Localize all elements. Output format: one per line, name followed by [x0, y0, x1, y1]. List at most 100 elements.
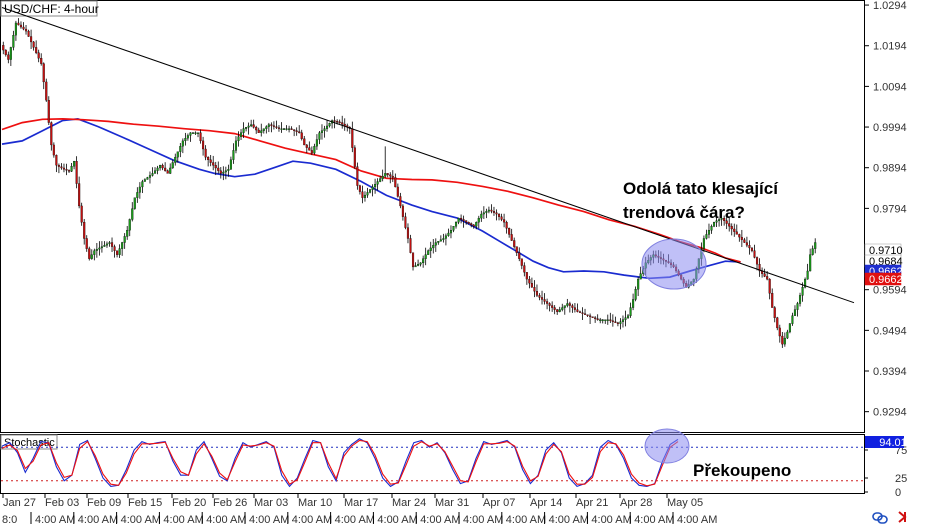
stochastic-line-2: [1, 439, 679, 487]
overbought-annotation: Překoupeno: [693, 461, 791, 480]
candle-body: [204, 148, 207, 158]
stochastic-tick-label: 25: [895, 473, 907, 485]
candle-body: [126, 230, 129, 237]
candle-body: [616, 322, 619, 324]
candle-body: [100, 246, 103, 249]
trend-question-annotation: Odolá tato klesající trendová čára?: [623, 179, 783, 222]
candle-body: [485, 211, 488, 213]
candle-body: [475, 222, 478, 227]
candle-body: [492, 211, 496, 213]
candle-body: [596, 318, 599, 320]
candle-body: [806, 270, 809, 280]
candle-body: [750, 247, 754, 251]
candle-body: [401, 205, 404, 217]
candle-body: [224, 170, 227, 173]
candle-body: [161, 165, 164, 169]
candle-body: [755, 257, 759, 265]
candle-body: [707, 230, 711, 235]
candle-body: [786, 331, 789, 339]
candle-body: [202, 140, 205, 150]
candle-body: [103, 245, 106, 247]
candle-body: [778, 327, 781, 337]
x-time-label: 4:00 AM: [121, 514, 161, 525]
candle-body: [24, 28, 28, 32]
moving-averages: [1, 118, 741, 280]
candle-body: [318, 132, 321, 140]
x-time-label: 4:00 AM: [591, 514, 631, 525]
candle-body: [310, 150, 313, 154]
candle-body: [558, 309, 561, 312]
candle-body: [116, 250, 119, 255]
candle-body: [710, 226, 713, 231]
scroll-right-icon[interactable]: [898, 511, 907, 523]
x-date-label: Feb 20: [172, 497, 206, 509]
candle-body: [374, 184, 377, 188]
candle-body: [257, 129, 260, 133]
candle-body: [604, 319, 607, 321]
candle-body: [781, 335, 784, 345]
x-date-label: Mar 31: [435, 497, 469, 509]
candle-body: [814, 242, 817, 249]
candle-body: [773, 307, 776, 318]
x-time-label: 4:00 AM: [549, 514, 589, 525]
candle-body: [624, 317, 627, 320]
candle-body: [634, 289, 637, 300]
candle-body: [267, 124, 270, 127]
candle-body: [265, 126, 268, 129]
candle-body: [621, 319, 625, 322]
candle-body: [42, 63, 45, 83]
candle-body: [768, 278, 771, 294]
candle-body: [336, 121, 339, 123]
candle-body: [176, 151, 179, 158]
candle-body: [589, 315, 592, 317]
candle-body: [758, 264, 761, 272]
candle-body: [295, 130, 298, 132]
candle-body: [798, 295, 802, 304]
candle-body: [424, 254, 427, 259]
candle-body: [181, 140, 184, 147]
candle-body: [568, 303, 571, 306]
candle-body: [12, 35, 15, 48]
candle-body: [626, 315, 630, 318]
candle-body: [250, 124, 253, 127]
candle-body: [783, 337, 786, 345]
candle-body: [209, 159, 212, 163]
candle-body: [429, 247, 432, 251]
candle-body: [371, 186, 374, 190]
candle-body: [432, 245, 435, 249]
candle-body: [78, 183, 81, 207]
candle-body: [601, 319, 604, 321]
candle-body: [108, 242, 111, 245]
candle-body: [417, 264, 420, 266]
candle-body: [212, 162, 215, 166]
candle-body: [533, 287, 536, 292]
candle-body: [255, 127, 258, 131]
sync-icon[interactable]: [872, 512, 888, 524]
candle-body: [811, 248, 814, 255]
candle-body: [47, 100, 50, 123]
candle-body: [239, 132, 243, 137]
candle-body: [538, 295, 541, 298]
candle-body: [791, 315, 794, 324]
candle-body: [743, 239, 746, 243]
candle-body: [394, 177, 397, 188]
candle-body: [733, 228, 736, 232]
candle-body: [720, 217, 723, 220]
candle-body: [718, 219, 721, 221]
candle-body: [275, 126, 278, 128]
candle-body: [90, 254, 93, 259]
candle-body: [270, 124, 273, 126]
y-tick-label: 0.9594: [873, 285, 907, 297]
candle-body: [551, 305, 554, 308]
candle-body: [113, 246, 116, 251]
candle-body: [194, 132, 197, 134]
x-time-label: 4:00 AM: [377, 514, 417, 525]
chart-title: USD/CHF: 4-hour: [4, 2, 99, 16]
candle-body: [164, 167, 167, 171]
candle-body: [571, 305, 574, 308]
candle-body: [305, 144, 308, 148]
candle-body: [763, 273, 766, 277]
